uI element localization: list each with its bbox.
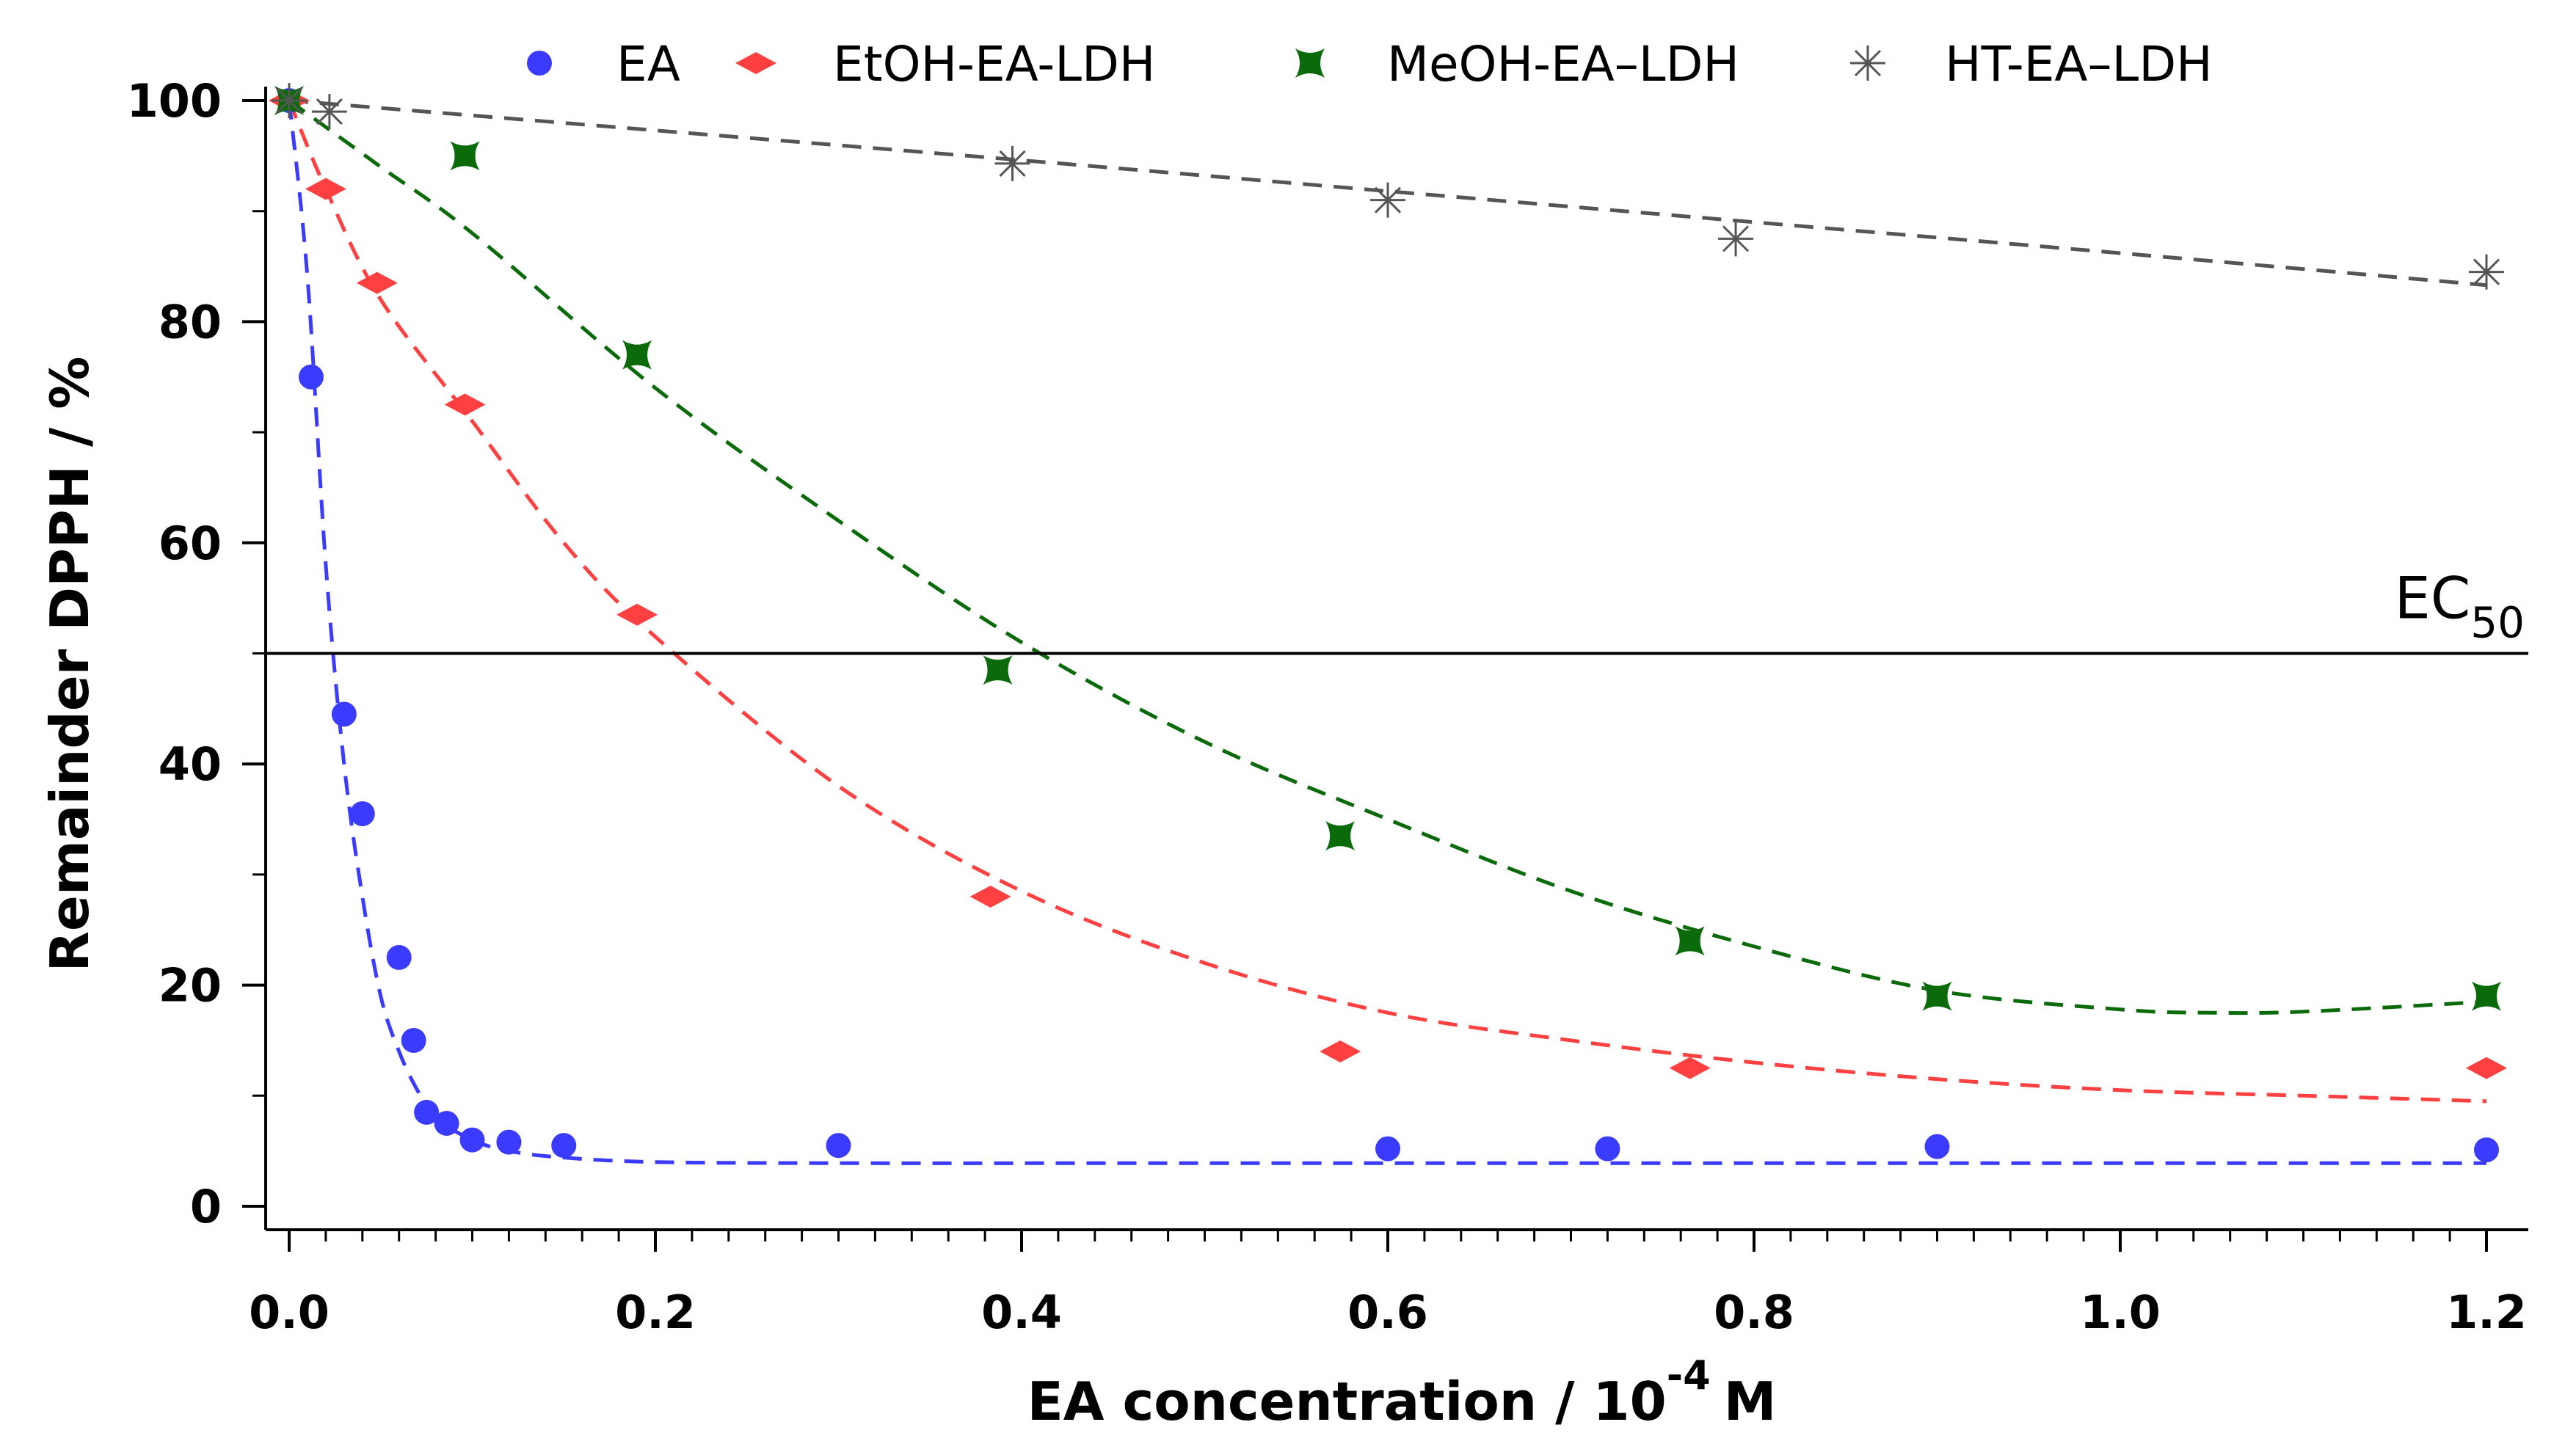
data-point-ht-ea-ldh [272,83,307,118]
data-point-meoh-ea-ldh [450,141,480,171]
y-tick-label: 20 [159,959,222,1013]
x-tick-label: 0.8 [1714,1286,1794,1339]
fit-curve-meoh-ea-ldh [288,98,2487,1015]
data-point-etoh-ea-ldh [2466,1057,2507,1079]
y-tick-label: 40 [159,737,222,791]
x-tick-label: 0.6 [1347,1286,1428,1339]
data-point-meoh-ea-ldh [1922,981,1952,1011]
axes [264,87,2528,1231]
data-point-etoh-ea-ldh [616,603,658,626]
major-ticks [242,99,2488,1252]
x-tick-label: 1.0 [2080,1286,2161,1339]
ec50-label-main: EC [2394,566,2470,632]
data-point-etoh-ea-ldh [444,393,486,416]
data-point-ea [496,1129,522,1155]
data-point-ea [1924,1134,1950,1159]
ec50-label-subscript: 50 [2470,598,2525,648]
x-tick-label: 1.2 [2446,1286,2527,1339]
legend-marker-ht-ea-ldh [1850,45,1885,81]
data-point-ea [551,1133,577,1159]
x-tick-label: 0.2 [615,1286,696,1339]
legend: EA EtOH-EA-LDH MeOH-EA–LDH HT-EA–LDH [527,36,2213,92]
y-tick-label: 80 [159,295,222,349]
data-point-meoh-ea-ldh [2472,981,2501,1011]
data-point-meoh-ea-ldh [1325,821,1356,851]
y-tick-label: 60 [159,517,222,570]
data-point-etoh-ea-ldh [1669,1057,1711,1079]
data-point-etoh-ea-ldh [1320,1040,1361,1063]
legend-label-ht-ea-ldh: HT-EA–LDH [1945,36,2213,92]
data-point-etoh-ea-ldh [305,178,346,200]
data-point-ea [349,801,375,827]
fit-curve-ea [287,100,2486,1165]
data-point-etoh-ea-ldh [969,886,1011,908]
data-point-ea [414,1099,440,1125]
data-point-ea [1375,1136,1400,1162]
data-point-meoh-ea-ldh [983,655,1013,685]
data-point-meoh-ea-ldh [622,340,652,370]
ec50-reference: EC50 [266,566,2528,655]
legend-marker-meoh-ea-ldh [1295,48,1325,78]
data-point-ea [298,364,324,390]
data-point-ht-ea-ldh [1370,182,1405,218]
data-point-ea [401,1027,426,1053]
legend-marker-etoh-ea-ldh [735,52,776,74]
data-point-ea [434,1110,459,1136]
x-axis-title-main: EA concentration / 10 [1027,1371,1667,1432]
data-point-ht-ea-ldh [1718,221,1754,257]
data-point-meoh-ea-ldh [1675,926,1705,956]
minor-ticks [252,210,2451,1241]
data-point-ea [1595,1136,1620,1162]
data-point-ht-ea-ldh [311,94,347,130]
x-tick-label: 0.4 [981,1286,1062,1339]
y-axis-title: Remainder DPPH / % [39,357,101,972]
x-axis-title-exponent: -4 [1667,1352,1711,1399]
data-point-ea [2474,1137,2499,1163]
data-point-etoh-ea-ldh [356,271,398,294]
x-axis-title: EA concentration / 10-4 M [1027,1352,1777,1432]
data-point-ht-ea-ldh [994,145,1030,181]
data-points [269,83,2507,1163]
fit-curve-ht-ea-ldh [288,98,2487,288]
fit-curves [287,98,2487,1165]
data-point-ea [826,1133,851,1159]
legend-label-etoh-ea-ldh: EtOH-EA-LDH [833,36,1155,92]
legend-marker-ea [527,51,552,76]
data-point-ht-ea-ldh [2469,254,2504,290]
x-axis-title-unit: M [1724,1371,1777,1432]
y-tick-label: 100 [127,74,222,128]
legend-label-ea: EA [616,36,680,92]
y-tick-label: 0 [190,1180,222,1233]
tick-labels: 0.0 0.2 0.4 0.6 0.8 1.0 1.2 0 20 40 60 80 100 [127,74,2527,1339]
data-point-ea [331,701,357,727]
x-tick-label: 0.0 [249,1286,330,1339]
legend-label-meoh-ea-ldh: MeOH-EA–LDH [1387,36,1739,92]
ec50-label: EC50 [2394,566,2525,648]
data-point-ea [459,1127,485,1153]
data-point-ea [386,944,412,970]
fit-curve-etoh-ea-ldh [287,100,2487,1104]
